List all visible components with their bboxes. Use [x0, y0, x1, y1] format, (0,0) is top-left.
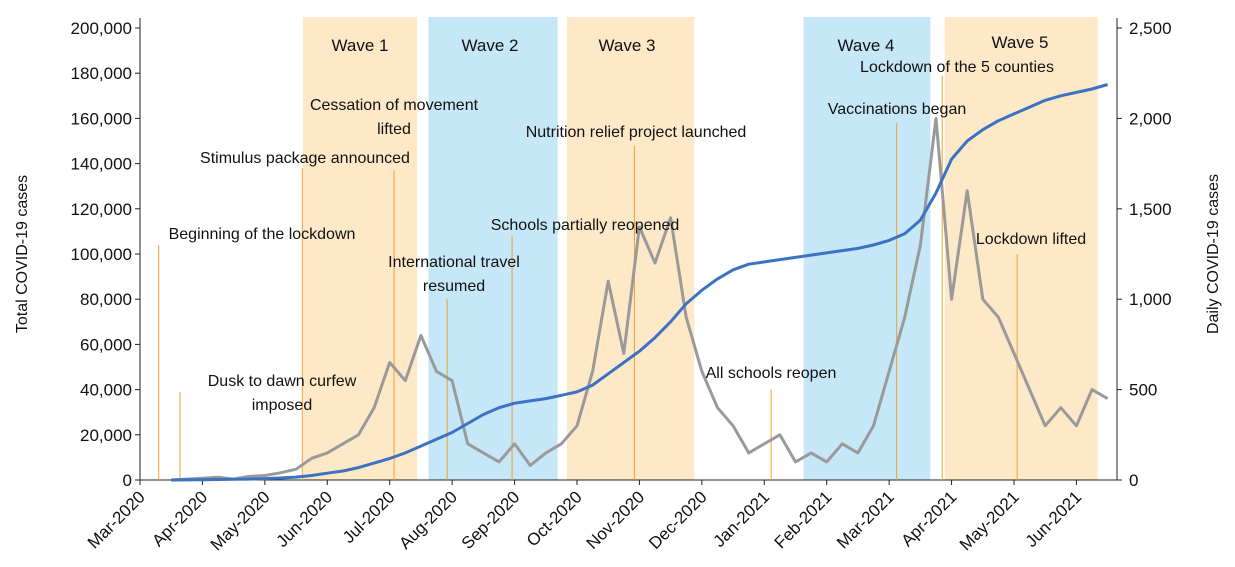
x-tick-label: Apr-2020	[148, 487, 211, 550]
annotation-label: Nutrition relief project launched	[526, 124, 747, 141]
series-line	[171, 83, 1109, 482]
wave-label: Wave 4	[837, 36, 894, 55]
x-tick-label: Apr-2021	[898, 487, 961, 550]
x-tick-label: Mar-2020	[84, 487, 149, 552]
y-tick-label: 140,000	[71, 155, 132, 174]
x-tick-label: May-2020	[207, 487, 274, 554]
x-tick-label: Jun-2021	[1022, 487, 1086, 551]
x-tick-label: May-2021	[956, 487, 1023, 554]
x-tick-label: Nov-2020	[583, 487, 649, 553]
x-tick-label: Aug-2020	[395, 487, 461, 553]
wave-band	[944, 17, 1098, 480]
x-tick-label: Sep-2020	[458, 487, 524, 553]
x-tick-label: Jul-2020	[339, 487, 399, 547]
wave-band	[428, 17, 558, 480]
x-tick-label: Jan-2021	[710, 487, 774, 551]
annotation-label: Vaccinations began	[828, 101, 966, 118]
y2-tick-label: 500	[1129, 381, 1157, 400]
wave-band	[302, 17, 418, 480]
y-axis-label: Total COVID-19 cases	[14, 175, 31, 333]
wave-band	[803, 17, 931, 480]
annotation-label: International travel	[388, 254, 520, 271]
annotation-label: Lockdown lifted	[976, 231, 1086, 248]
annotation-label: Schools partially reopened	[491, 217, 680, 234]
annotation-label: All schools reopen	[706, 365, 837, 382]
y-tick-label: 80,000	[80, 290, 132, 309]
y2-tick-label: 2,000	[1129, 109, 1172, 128]
y-tick-label: 0	[123, 471, 132, 490]
y-tick-label: 100,000	[71, 245, 132, 264]
x-tick-label: Feb-2021	[771, 487, 836, 552]
y-tick-label: 120,000	[71, 200, 132, 219]
y2-tick-label: 1,500	[1129, 200, 1172, 219]
y-tick-label: 160,000	[71, 109, 132, 128]
y2-tick-label: 0	[1129, 471, 1138, 490]
wave-band	[567, 17, 695, 480]
x-tick-label: Oct-2020	[523, 487, 586, 550]
y-tick-label: 200,000	[71, 19, 132, 38]
wave-label: Wave 1	[331, 36, 388, 55]
x-tick-label: Jun-2020	[273, 487, 337, 551]
y2-tick-label: 2,500	[1129, 19, 1172, 38]
wave-label: Wave 2	[461, 36, 518, 55]
annotation-label: lifted	[377, 121, 411, 138]
wave-label: Wave 5	[991, 33, 1048, 52]
annotation-label: Beginning of the lockdown	[169, 226, 356, 243]
y-tick-label: 20,000	[80, 426, 132, 445]
annotation-label: imposed	[252, 397, 312, 414]
wave-label: Wave 3	[598, 36, 655, 55]
x-tick-label: Dec-2020	[645, 487, 711, 553]
y2-tick-label: 1,000	[1129, 290, 1172, 309]
y-tick-label: 40,000	[80, 381, 132, 400]
annotation-label: resumed	[423, 278, 485, 295]
annotation-label: Lockdown of the 5 counties	[860, 59, 1054, 76]
annotation-label: Cessation of movement	[310, 97, 479, 114]
y2-axis-label: Daily COVID-19 cases	[1205, 174, 1222, 334]
y-tick-label: 60,000	[80, 335, 132, 354]
series-line	[171, 116, 1109, 482]
y-tick-label: 180,000	[71, 64, 132, 83]
annotation-label: Stimulus package announced	[200, 150, 410, 167]
annotation-label: Dusk to dawn curfew	[208, 373, 357, 390]
x-tick-label: Mar-2021	[833, 487, 898, 552]
